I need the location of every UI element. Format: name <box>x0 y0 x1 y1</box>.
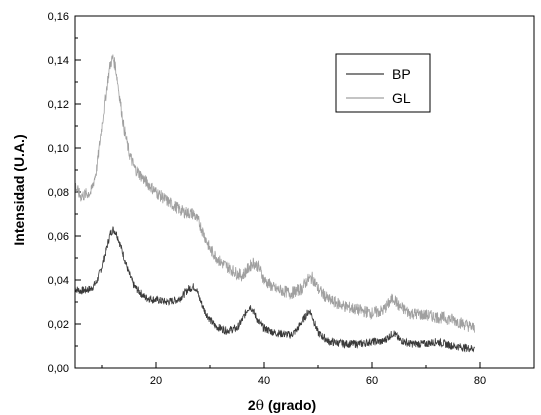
x-axis-title-symbol: θ <box>256 398 264 414</box>
y-tick-label: 0,04 <box>48 275 69 287</box>
y-tick-label: 0,14 <box>48 55 69 67</box>
legend-label-gl: GL <box>392 90 411 106</box>
y-tick-label: 0,06 <box>48 231 69 243</box>
y-tick-label: 0,02 <box>48 319 69 331</box>
legend-label-bp: BP <box>392 66 411 82</box>
y-tick-label: 0,08 <box>48 187 69 199</box>
x-axis-title: 2θ (grado) <box>248 397 316 414</box>
y-tick-label: 0,16 <box>48 11 69 23</box>
x-axis-title-suffix: (grado) <box>264 397 316 413</box>
x-tick-label: 80 <box>474 375 486 387</box>
plot-frame <box>74 15 535 369</box>
y-tick-label: 0,12 <box>48 99 69 111</box>
y-tick-label: 0,00 <box>48 363 69 375</box>
series-line-bp <box>74 226 475 353</box>
y-axis-title: Intensidad (U.A.) <box>11 134 27 245</box>
legend: BP GL <box>335 53 431 113</box>
x-tick-label: 40 <box>258 375 270 387</box>
x-tick-label: 20 <box>150 375 162 387</box>
x-tick-label: 60 <box>366 375 378 387</box>
series-line-gl <box>74 54 475 333</box>
x-axis-title-prefix: 2 <box>248 397 256 413</box>
y-tick-label: 0,10 <box>48 143 69 155</box>
legend-box <box>335 53 431 113</box>
